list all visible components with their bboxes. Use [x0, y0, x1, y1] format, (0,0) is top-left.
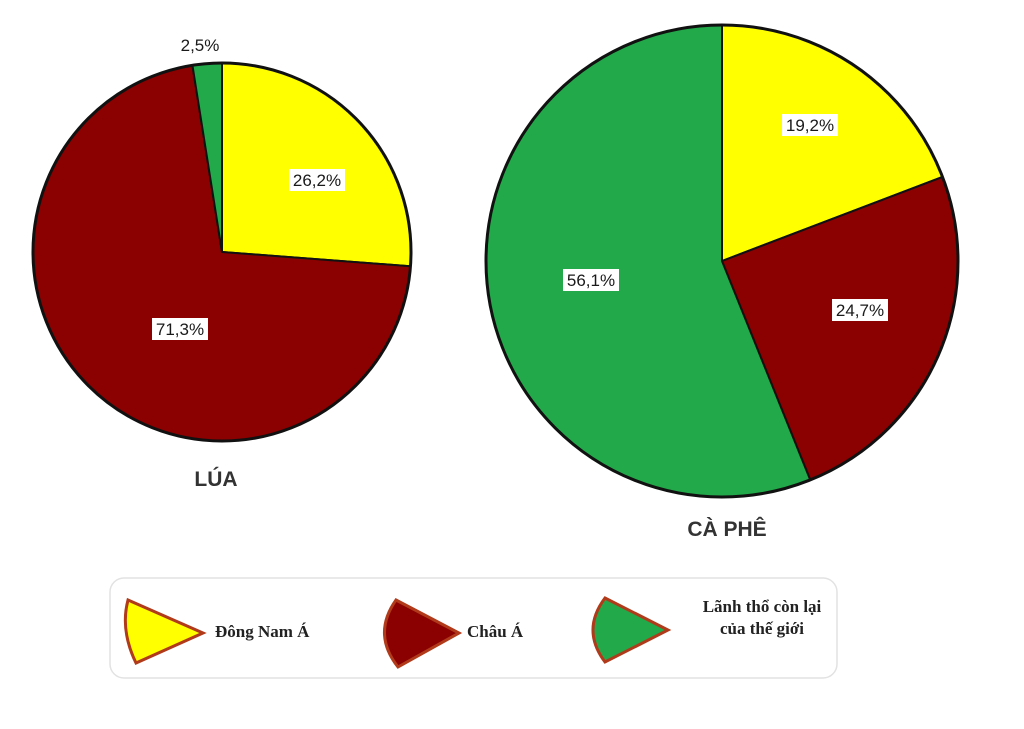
legend-label-line: Lãnh thổ còn lại	[703, 597, 822, 616]
legend-item-dong-nam-a: Đông Nam Á	[123, 597, 310, 665]
legend-item-chau-a: Châu Á	[383, 598, 524, 669]
data-label: 24,7%	[832, 299, 888, 321]
data-label: 71,3%	[152, 318, 208, 340]
data-label: 26,2%	[289, 169, 345, 191]
pie-slice-dong-nam-a	[221, 61, 412, 268]
data-label: 19,2%	[782, 114, 838, 136]
legend-swatch-ltcl	[591, 596, 672, 664]
legend-box	[109, 577, 838, 679]
legend-item-lanh-tho-con-lai-cua-the-gioi: Lãnh thổ còn lại của thế giới	[591, 596, 822, 664]
legend-label: Đông Nam Á	[215, 622, 310, 641]
legend-label: Lãnh thổ còn lại của thế giới	[703, 597, 822, 638]
data-label-text: 71,3%	[156, 320, 204, 339]
pie-outline	[484, 23, 960, 499]
data-label-background	[289, 169, 345, 191]
data-label-text: 56,1%	[567, 271, 615, 290]
data-label-text: 19,2%	[786, 116, 834, 135]
data-label-background	[782, 114, 838, 136]
data-label-background	[832, 299, 888, 321]
legend: Đông Nam Á Châu Á Lãnh thổ còn lại của thế …	[109, 577, 838, 679]
legend-label-line: Đông Nam Á	[215, 622, 310, 641]
pie-title-ca-phe: CÀ PHÊ	[687, 517, 766, 541]
data-label: 56,1%	[563, 269, 619, 291]
data-label-background	[563, 269, 619, 291]
data-label: 2,5%	[177, 34, 223, 56]
pie-chart-lua: 26,2% 71,3% 2,5%	[31, 34, 413, 443]
data-label-text: 26,2%	[293, 171, 341, 190]
data-label-text: 2,5%	[181, 36, 220, 55]
data-label-text: 24,7%	[836, 301, 884, 320]
pie-title-lua: LÚA	[194, 467, 237, 491]
legend-label: Châu Á	[467, 622, 524, 641]
legend-label-line: Châu Á	[467, 622, 524, 641]
pie-outline	[31, 61, 413, 443]
data-label-background	[152, 318, 208, 340]
data-label-background	[177, 34, 223, 56]
legend-label-line: của thế giới	[720, 619, 804, 638]
legend-swatch-ca	[383, 598, 463, 669]
legend-swatch-dna	[123, 597, 207, 665]
pie-chart-ca-phe: 19,2% 24,7% 56,1%	[484, 23, 960, 499]
